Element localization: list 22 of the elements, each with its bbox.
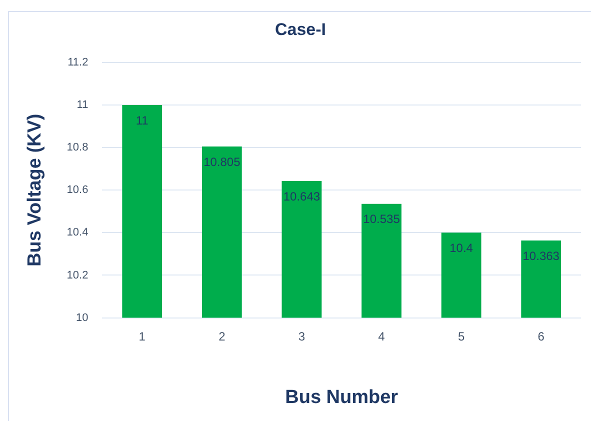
y-tick-label: 11 (76, 99, 88, 111)
y-axis-title: Bus Voltage (KV) (24, 114, 46, 266)
x-tick-label: 4 (378, 329, 386, 344)
x-tick-label: 3 (298, 329, 306, 344)
y-tick-label: 10 (76, 312, 88, 324)
x-tick-label: 1 (138, 329, 146, 344)
y-tick-label: 10.6 (66, 184, 88, 196)
data-label: 11 (136, 113, 149, 128)
y-tick-label: 10.8 (66, 142, 88, 154)
data-label: 10.643 (283, 189, 320, 204)
x-axis-title: Bus Number (285, 386, 399, 408)
x-tick-label: 5 (458, 329, 465, 344)
data-label: 10.4 (450, 240, 474, 255)
data-label: 10.535 (363, 212, 400, 226)
x-tick-label: 6 (538, 329, 545, 344)
x-tick-label: 2 (218, 329, 226, 344)
y-tick-label: 11.2 (68, 56, 88, 68)
data-label: 10.805 (204, 154, 241, 169)
data-label: 10.363 (522, 248, 560, 263)
y-tick-label: 10.2 (66, 269, 88, 282)
chart-title: Case-I (274, 20, 326, 39)
y-tick-label: 10.4 (66, 226, 88, 239)
